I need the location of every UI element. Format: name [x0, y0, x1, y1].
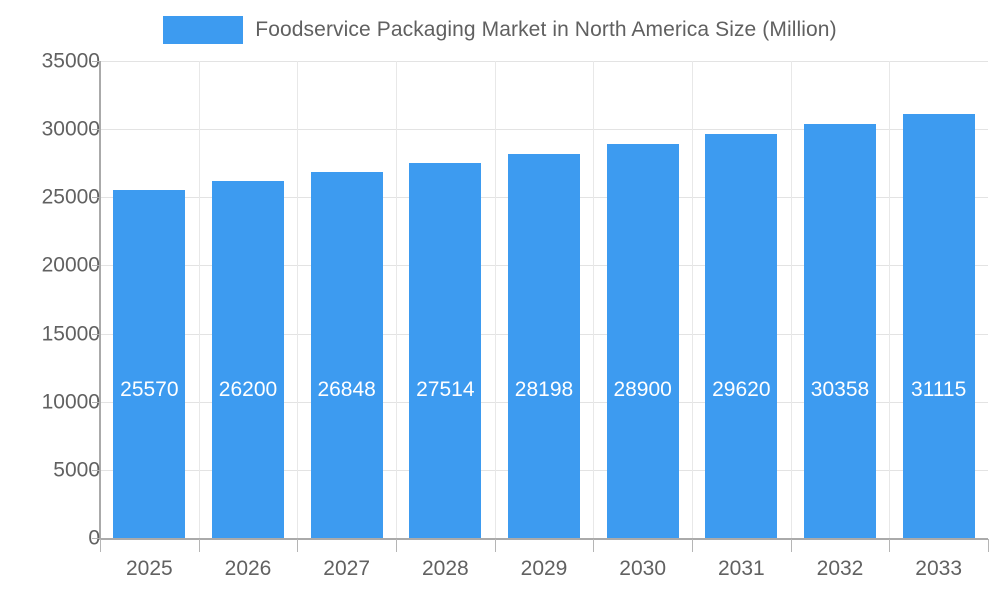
x-axis-tick-mark [988, 539, 989, 552]
legend-swatch-series-0[interactable] [163, 16, 244, 44]
gridline-vertical [593, 61, 594, 538]
y-axis-tick-mark [92, 333, 100, 335]
bar-value-label: 26848 [317, 378, 376, 401]
y-axis-tick-label: 30000 [41, 117, 100, 141]
y-axis-tick-label: 5000 [53, 458, 100, 482]
y-axis-tick-label: 35000 [41, 49, 100, 73]
y-axis-tick-mark [92, 61, 100, 62]
x-axis-line [99, 538, 988, 540]
chart-legend: Foodservice Packaging Market in North Am… [0, 12, 1000, 48]
bar[interactable] [902, 113, 975, 538]
y-axis-tick-label: 15000 [41, 322, 100, 346]
bar[interactable] [508, 153, 580, 538]
x-axis-tick-mark [692, 539, 693, 552]
y-axis-tick-mark [92, 401, 100, 403]
y-axis-tick-mark [92, 265, 100, 267]
x-axis-tick-mark [593, 539, 594, 552]
bar[interactable] [804, 124, 876, 538]
y-axis-line [99, 61, 101, 539]
bar-value-label: 28900 [613, 378, 672, 401]
y-axis-tick-mark [92, 197, 100, 199]
bar[interactable] [705, 134, 778, 538]
bar[interactable] [212, 180, 284, 538]
x-axis-tick-label: 2028 [421, 557, 469, 580]
gridline-vertical [791, 61, 792, 538]
gridline-vertical [889, 61, 890, 538]
bar-value-label: 29620 [712, 378, 771, 401]
x-axis-tick-label: 2029 [520, 557, 568, 580]
x-axis-tick-label: 2033 [915, 557, 963, 580]
x-axis-tick-label: 2025 [125, 557, 173, 580]
legend-label-series-0[interactable]: Foodservice Packaging Market in North Am… [255, 18, 837, 41]
x-axis-tick-label: 2026 [224, 557, 272, 580]
x-axis-tick-label: 2032 [816, 557, 864, 580]
x-axis-tick-mark [100, 539, 101, 552]
y-axis: 0 5000 10000 15000 20000 25000 30000 35000 [0, 0, 100, 600]
y-axis-tick-label: 25000 [41, 185, 100, 209]
y-axis-tick-label: 10000 [41, 390, 100, 414]
x-axis-tick-label: 2027 [323, 557, 371, 580]
bar-value-label: 31115 [911, 378, 967, 401]
gridline-horizontal [100, 129, 988, 131]
y-axis-tick-label: 0 [88, 526, 100, 550]
x-axis-tick-label: 2031 [717, 557, 765, 580]
bar-value-label: 28198 [514, 378, 574, 401]
y-axis-tick-mark [92, 469, 100, 471]
x-axis-tick-mark [791, 539, 792, 552]
gridline-horizontal [100, 61, 988, 62]
y-axis-tick-mark [92, 129, 100, 131]
bar-value-label: 30358 [810, 378, 870, 401]
bar-value-label: 25570 [120, 378, 179, 401]
bar[interactable] [409, 163, 482, 538]
plot-area: 25570 26200 26848 27514 28198 28900 29620 30358… [100, 61, 988, 539]
y-axis-tick-label: 20000 [41, 253, 100, 277]
bar-value-label: 27514 [416, 378, 475, 401]
x-axis-tick-mark [297, 539, 298, 552]
x-axis-tick-mark [199, 539, 200, 552]
bar[interactable] [113, 189, 186, 538]
bar[interactable] [310, 172, 383, 538]
gridline-vertical [297, 61, 298, 538]
x-axis-tick-label: 2030 [619, 557, 667, 580]
bar[interactable] [606, 144, 679, 538]
gridline-vertical [199, 61, 200, 538]
x-axis-tick-mark [889, 539, 890, 552]
gridline-vertical [692, 61, 693, 538]
y-axis-tick-mark [92, 538, 100, 539]
gridline-vertical [396, 61, 397, 538]
x-axis-tick-mark [495, 539, 496, 552]
x-axis-tick-mark [396, 539, 397, 552]
gridline-vertical [495, 61, 496, 538]
bar-value-label: 26200 [218, 378, 278, 401]
